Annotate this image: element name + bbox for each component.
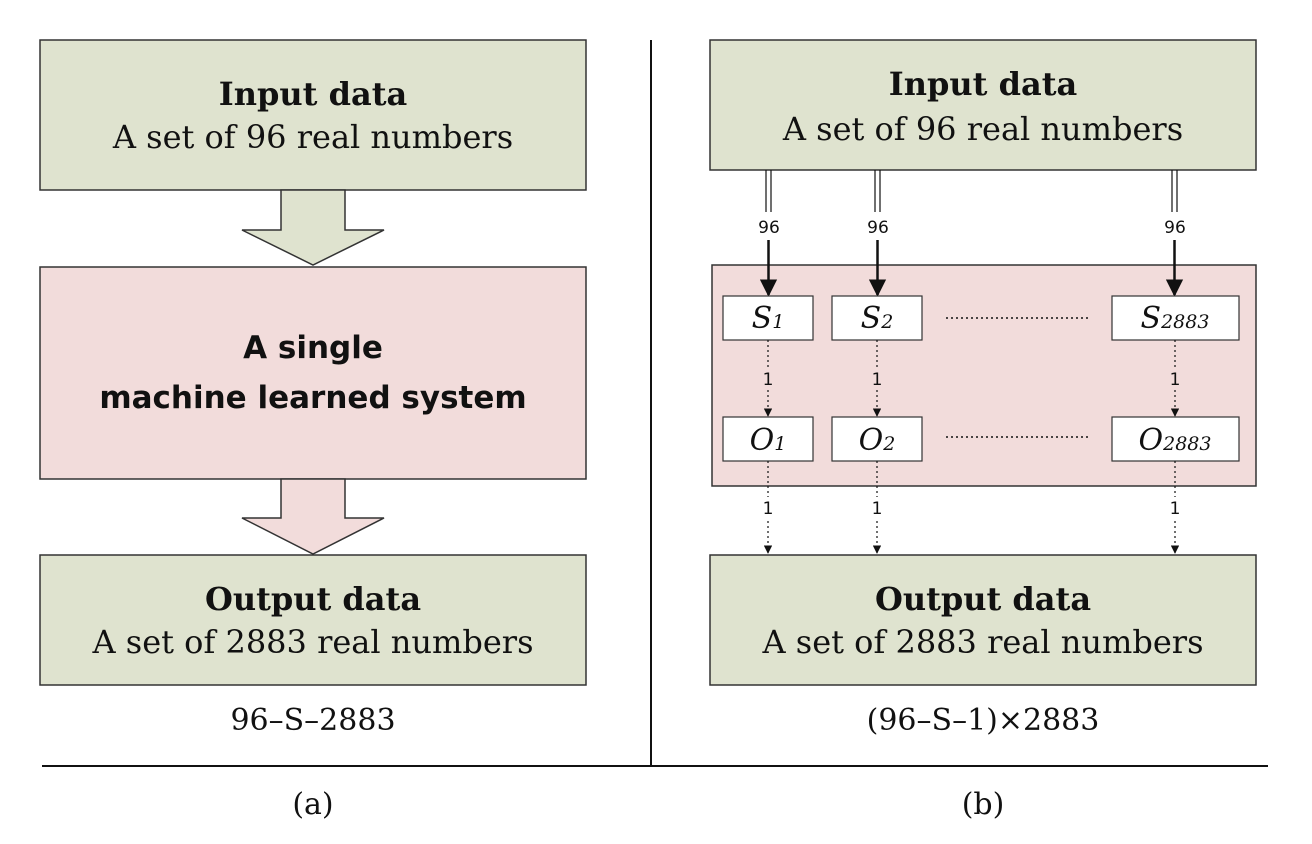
panel-b-output-node-2-label: O2 (859, 423, 896, 458)
panel-a-input-box (39, 39, 587, 191)
panel-b-system-node-1-label: S1 (752, 301, 785, 336)
panel-a-system-line2: machine learned system (99, 380, 526, 416)
panel-a-system-line1: A single (243, 330, 383, 366)
panel-b-output-edge-label-1: 1 (763, 499, 774, 519)
panel-b-system-node-3 (1111, 295, 1240, 341)
panel-b-input-title: Input data (889, 65, 1077, 103)
panel-b-output-node-3 (1111, 416, 1240, 462)
panel-b-input-arrow-2 (868, 170, 887, 297)
panel-a-caption: (a) (292, 787, 333, 822)
panel-a-arrow-down-icon-1 (241, 189, 385, 266)
panel-b-system-node-1 (722, 295, 814, 341)
panel-a-system-box (39, 266, 587, 480)
panel-b-caption: (b) (962, 787, 1005, 822)
panel-b-system-edge-label-3: 1 (1170, 370, 1181, 390)
panel-a-formula: 96–S–2883 (230, 703, 395, 738)
panel-b-input-arrow-1 (759, 170, 778, 297)
panel-b-input-edge-label-2: 96 (867, 218, 889, 238)
panel-b: Input data A set of 96 real numbers 96 9… (709, 39, 1257, 822)
panel-a-output-box (39, 554, 587, 686)
panel-b-system-edge-label-2: 1 (872, 370, 883, 390)
panel-b-output-title: Output data (875, 580, 1091, 618)
panel-a-output-title: Output data (205, 580, 421, 618)
panel-b-input-edge-label-3: 96 (1164, 218, 1186, 238)
panel-a-input-title: Input data (219, 75, 407, 113)
panel-b-output-desc: A set of 2883 real numbers (762, 623, 1204, 661)
panel-a-input-desc: A set of 96 real numbers (112, 118, 513, 156)
panel-b-input-desc: A set of 96 real numbers (782, 110, 1183, 148)
panel-b-formula: (96–S–1)×2883 (867, 703, 1100, 738)
panel-b-output-box (709, 554, 1257, 686)
panel-b-output-node-2 (831, 416, 923, 462)
panel-b-system-node-3-label: S2883 (1141, 301, 1210, 336)
panel-a-arrow-down-icon-2 (241, 478, 385, 555)
panel-b-system-node-2 (831, 295, 923, 341)
panel-b-output-node-1 (722, 416, 814, 462)
panel-a: Input data A set of 96 real numbers A si… (39, 39, 587, 822)
panel-b-system-node-2-label: S2 (861, 301, 894, 336)
panel-b-input-arrow-3 (1165, 170, 1184, 297)
panel-b-input-edge-label-1: 96 (758, 218, 780, 238)
panel-b-output-node-1-label: O1 (750, 423, 787, 458)
panel-b-system-edge-label-1: 1 (763, 370, 774, 390)
panel-a-output-desc: A set of 2883 real numbers (92, 623, 534, 661)
panel-b-output-edge-label-3: 1 (1170, 499, 1181, 519)
panel-b-output-node-3-label: O2883 (1139, 423, 1212, 458)
panel-b-input-box (709, 39, 1257, 171)
panel-b-output-edge-label-2: 1 (872, 499, 883, 519)
